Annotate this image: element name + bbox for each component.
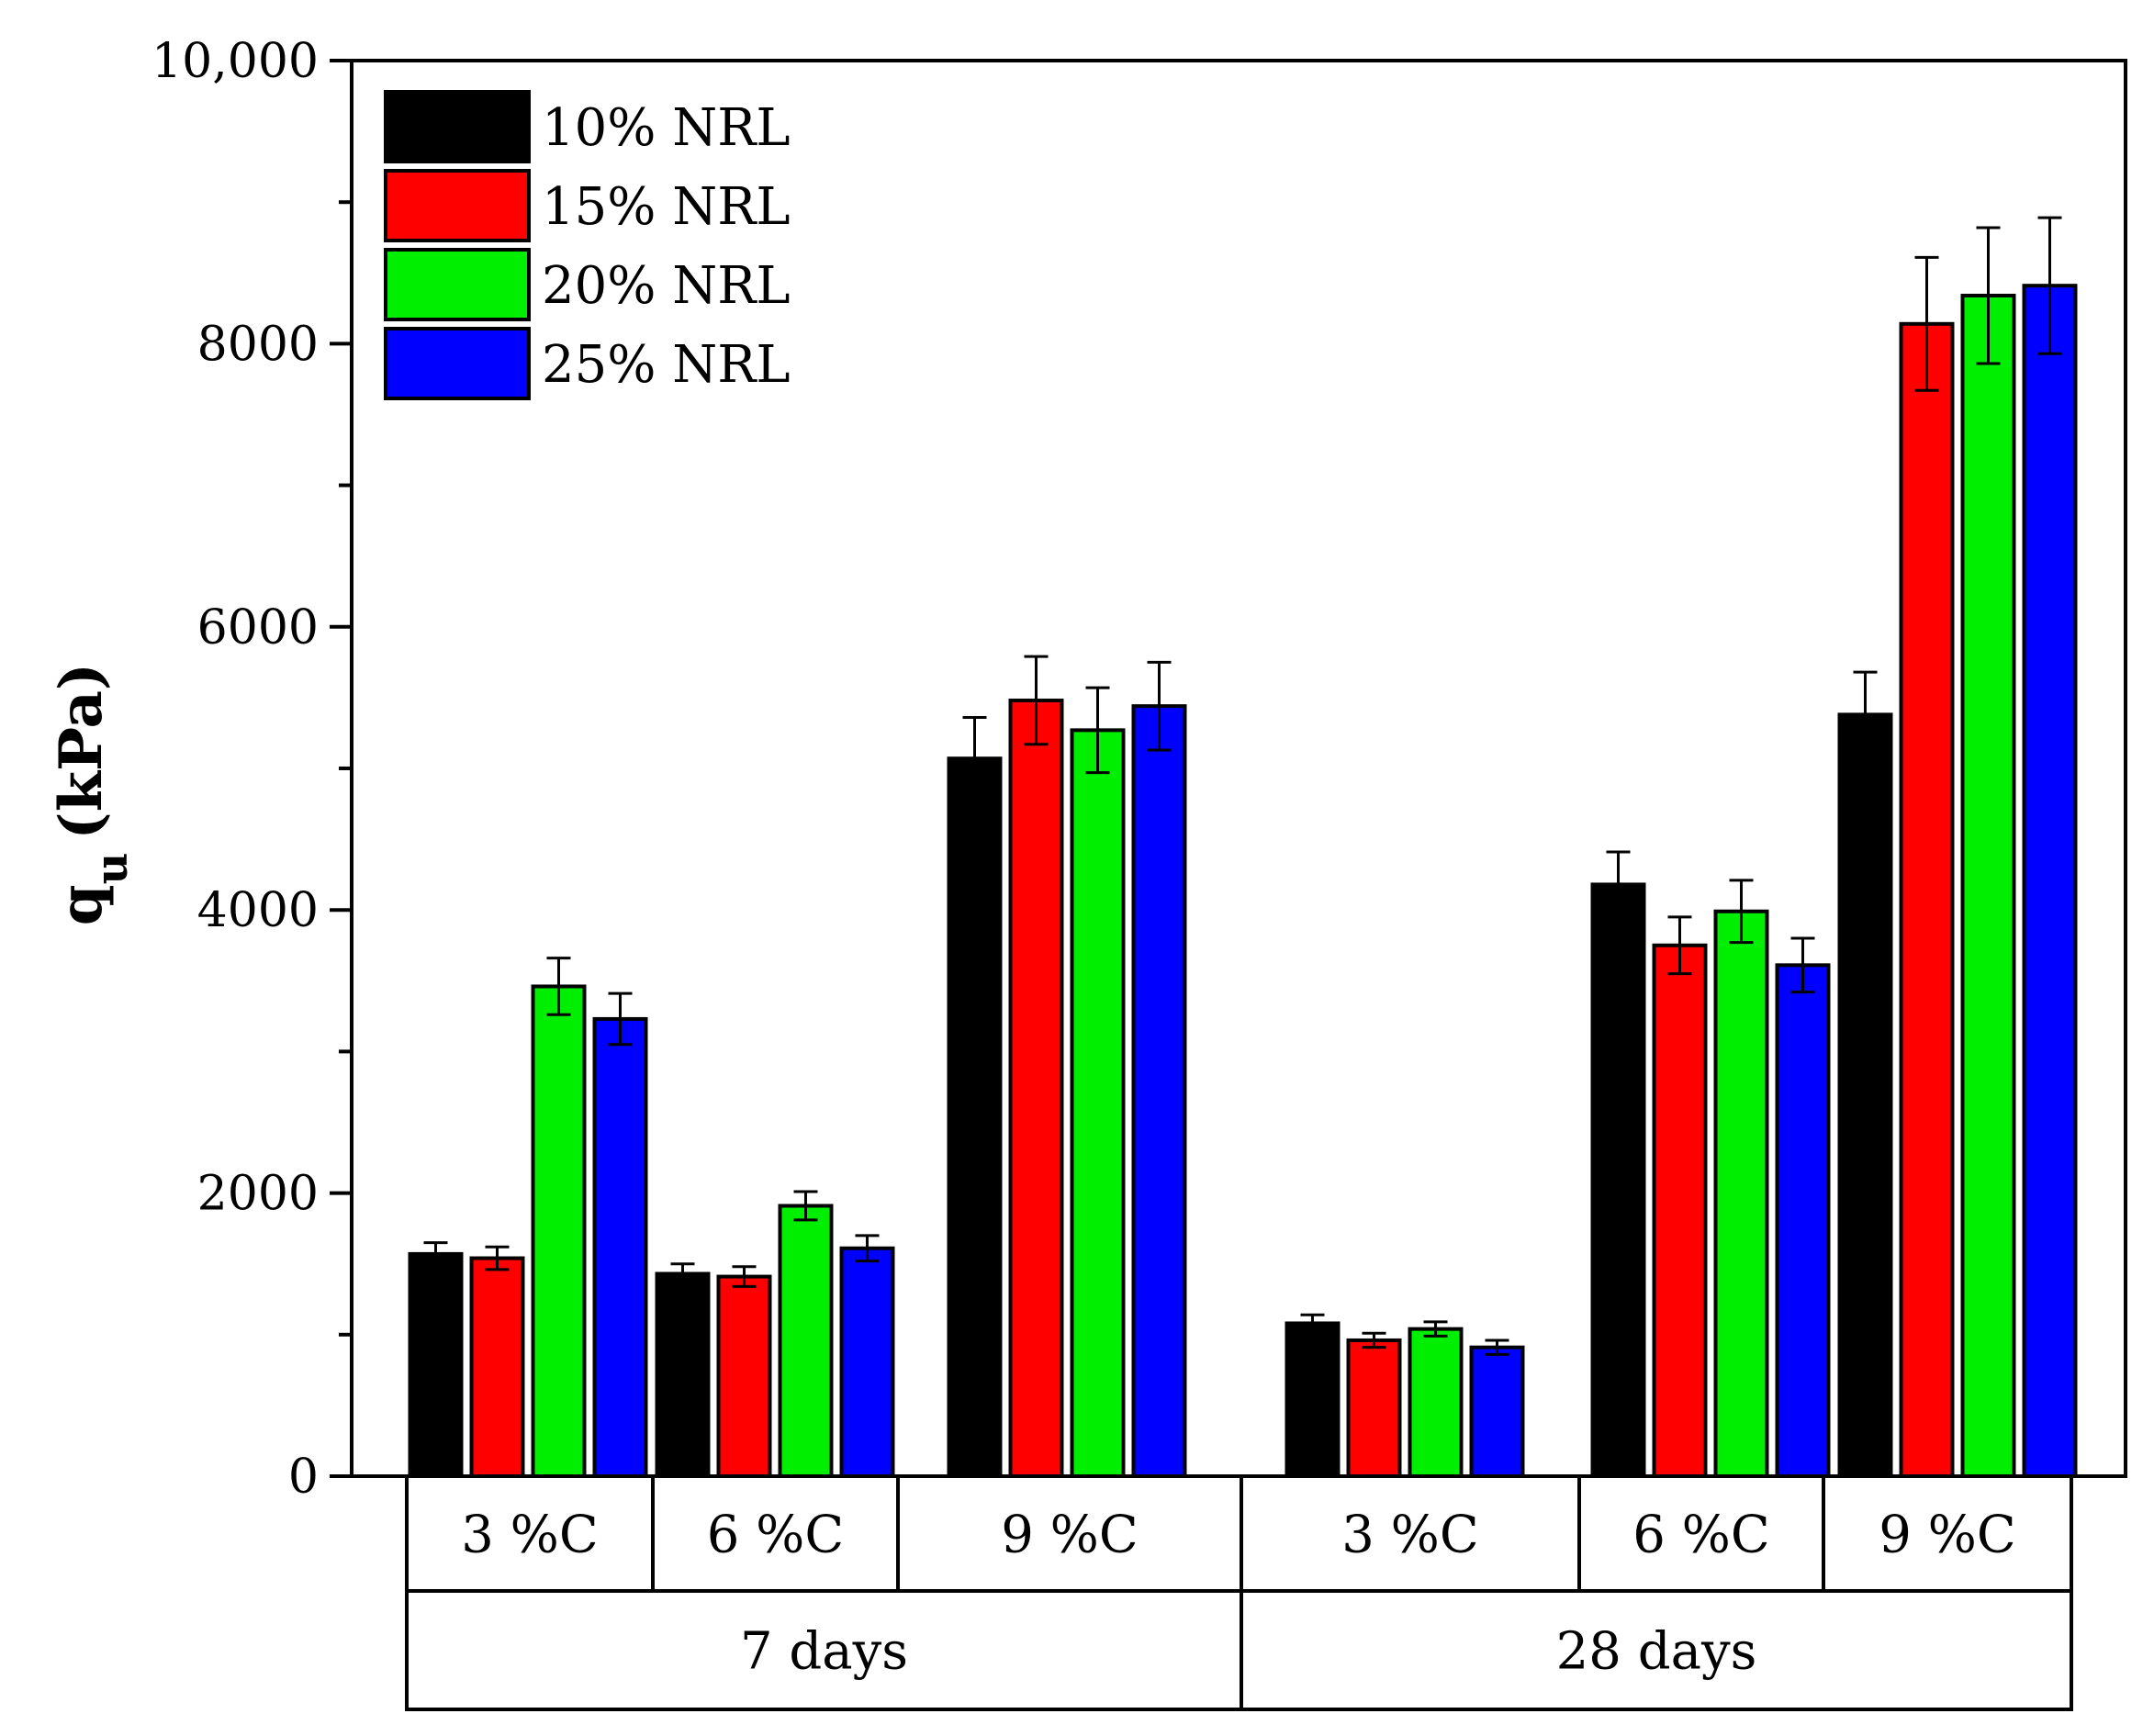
category-label: 3 %C <box>461 1506 599 1565</box>
bar-10-nrl <box>1285 1321 1341 1478</box>
bar-10-nrl <box>1590 882 1646 1478</box>
y-axis-title: qu (kPa) <box>47 663 138 925</box>
legend-label: 20% NRL <box>542 256 791 316</box>
bar-25-nrl <box>1775 963 1831 1478</box>
group-label: 28 days <box>1556 1622 1757 1682</box>
y-tick-label: 2000 <box>197 1167 319 1222</box>
bar-20-nrl <box>1070 728 1126 1478</box>
bar-25-nrl <box>1469 1345 1525 1478</box>
category-label: 6 %C <box>707 1506 845 1565</box>
legend-label: 15% NRL <box>542 177 791 237</box>
category-label: 6 %C <box>1632 1506 1770 1565</box>
bar-15-nrl <box>716 1274 772 1478</box>
bar-25-nrl <box>2022 284 2078 1479</box>
bars-layer <box>408 284 2078 1479</box>
bar-20-nrl <box>1713 909 1769 1478</box>
bar-10-nrl <box>947 756 1003 1478</box>
bar-20-nrl <box>531 984 587 1478</box>
legend-swatch <box>384 90 531 163</box>
y-tick-label: 0 <box>288 1450 319 1505</box>
legend-swatch <box>384 169 531 242</box>
category-label: 3 %C <box>1341 1506 1479 1565</box>
y-axis-title-q: q <box>47 884 116 925</box>
bar-20-nrl <box>1408 1327 1464 1478</box>
bar-20-nrl <box>1960 293 2016 1478</box>
bar-25-nrl <box>592 1016 648 1478</box>
y-tick-label: 10,000 <box>151 34 319 89</box>
y-axis-title-unit: (kPa) <box>47 663 116 840</box>
category-label: 9 %C <box>1879 1506 2016 1565</box>
bar-15-nrl <box>1899 321 1955 1478</box>
bar-15-nrl <box>1346 1338 1402 1479</box>
bar-25-nrl <box>1131 704 1187 1478</box>
bar-10-nrl <box>408 1251 464 1478</box>
bar-15-nrl <box>1008 698 1064 1478</box>
category-cell <box>1822 1474 2073 1593</box>
bar-15-nrl <box>1652 943 1708 1478</box>
errorbars-layer <box>423 216 2062 1356</box>
legend-label: 10% NRL <box>542 98 791 158</box>
y-tick-label: 6000 <box>197 600 319 655</box>
bar-15-nrl <box>469 1256 525 1478</box>
bar-10-nrl <box>655 1271 711 1479</box>
category-label: 9 %C <box>1001 1506 1139 1565</box>
bar-10-nrl <box>1837 712 1893 1478</box>
legend-label: 25% NRL <box>542 335 791 395</box>
legend-swatch <box>384 248 531 321</box>
x-category-table: 7 days 3 %C 6 %C 9 %C 28 days 3 %C 6 %C 9 %C <box>405 1474 2073 1711</box>
bar-25-nrl <box>839 1246 895 1479</box>
y-tick-label: 4000 <box>197 883 319 938</box>
bar-20-nrl <box>778 1204 834 1479</box>
group-label: 7 days <box>740 1622 908 1682</box>
y-axis-title-subscript: u <box>86 853 138 885</box>
legend-swatch <box>384 327 531 400</box>
legend: 10% NRL 15% NRL 20% NRL 25% NRL <box>384 90 791 400</box>
y-tick-label: 8000 <box>197 317 319 372</box>
